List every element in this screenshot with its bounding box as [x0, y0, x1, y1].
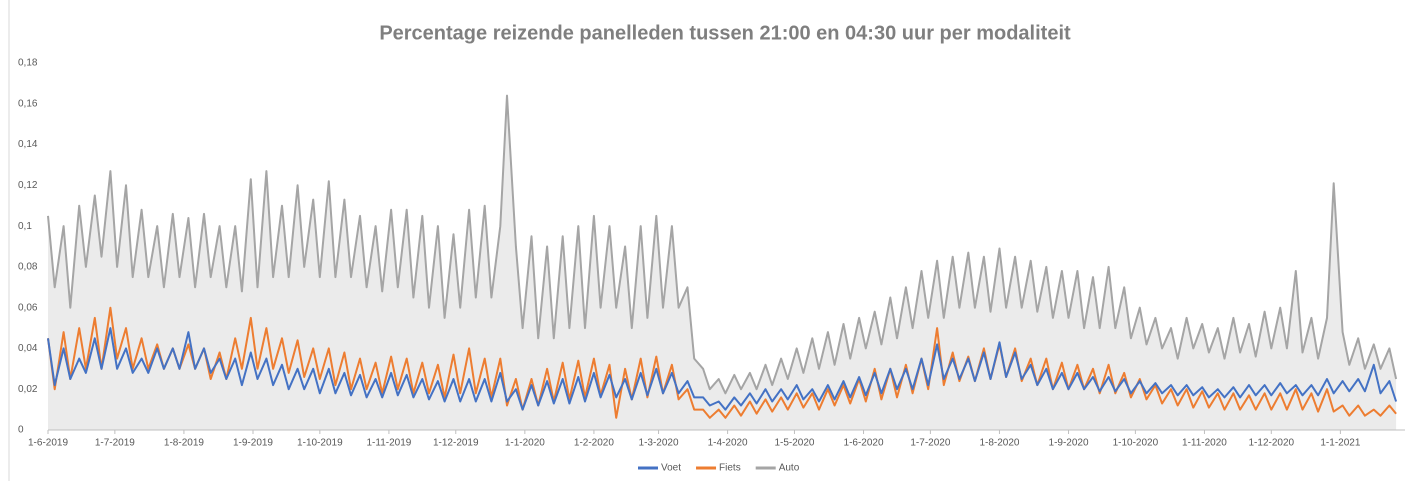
x-tick-label: 1-12-2020 — [1249, 438, 1295, 449]
x-tick-label: 1-1-2021 — [1320, 438, 1360, 449]
legend-label: Auto — [779, 463, 800, 474]
y-tick-label: 0,14 — [18, 139, 38, 150]
x-tick-label: 1-7-2020 — [910, 438, 950, 449]
x-tick-label: 1-9-2020 — [1049, 438, 1089, 449]
y-tick-label: 0,1 — [18, 221, 32, 232]
y-tick-label: 0,02 — [18, 384, 38, 395]
series-line — [47, 306, 1397, 419]
y-tick-label: 0,04 — [18, 343, 38, 354]
x-tick-label: 1-8-2019 — [164, 438, 204, 449]
x-tick-label: 1-6-2020 — [844, 438, 884, 449]
series-line — [47, 94, 1398, 395]
x-tick-label: 1-10-2019 — [297, 438, 343, 449]
x-tick-label: 1-11-2019 — [366, 438, 411, 449]
series-area — [48, 95, 1397, 430]
x-tick-label: 1-6-2019 — [28, 438, 68, 449]
y-tick-label: 0,12 — [18, 180, 38, 191]
x-tick-label: 1-11-2020 — [1182, 438, 1227, 449]
x-tick-label: 1-9-2019 — [233, 438, 273, 449]
y-tick-label: 0,18 — [18, 58, 38, 69]
x-tick-label: 1-8-2020 — [979, 438, 1019, 449]
x-tick-label: 1-7-2019 — [95, 438, 135, 449]
y-tick-label: 0,16 — [18, 98, 38, 109]
y-tick-label: 0 — [18, 425, 24, 436]
y-tick-label: 0,06 — [18, 302, 38, 313]
x-tick-label: 1-2-2020 — [574, 438, 614, 449]
legend-label: Voet — [661, 463, 681, 474]
legend-label: Fiets — [719, 463, 741, 474]
y-tick-label: 0,08 — [18, 262, 38, 273]
x-tick-label: 1-12-2019 — [433, 438, 479, 449]
x-tick-label: 1-10-2020 — [1113, 438, 1159, 449]
x-tick-label: 1-4-2020 — [708, 438, 748, 449]
series-line — [47, 327, 1398, 411]
chart-title: Percentage reizende panelleden tussen 21… — [379, 22, 1071, 44]
x-tick-label: 1-1-2020 — [505, 438, 545, 449]
x-tick-label: 1-3-2020 — [639, 438, 679, 449]
x-tick-label: 1-5-2020 — [774, 438, 814, 449]
